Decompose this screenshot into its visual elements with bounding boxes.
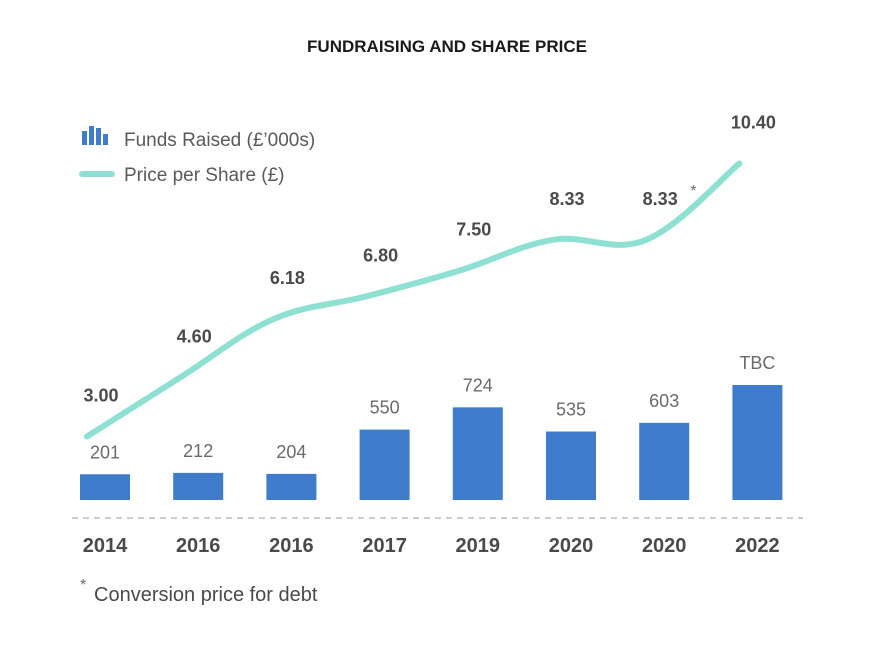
bar-chart-icon	[82, 126, 108, 145]
price-value-label: 3.00	[83, 386, 118, 406]
bar-value-label: 724	[463, 375, 493, 395]
x-tick-label: 2020	[642, 535, 687, 557]
price-labels: 3.00 4.60 6.18 6.80 7.50 8.33 8.33 10.40 *	[83, 112, 775, 405]
bar	[266, 473, 317, 500]
price-value-label: 8.33	[643, 189, 678, 209]
legend-label-funds: Funds Raised (£’000s)	[124, 130, 315, 151]
bar-labels: 201 212 204 550 724 535 603 TBC	[90, 353, 775, 462]
bar-chart-icon-bar	[82, 131, 87, 145]
price-value-label: 10.40	[731, 112, 776, 132]
x-tick-label: 2019	[456, 535, 501, 557]
legend-item-funds: Funds Raised (£’000s)	[82, 126, 315, 151]
bars	[80, 385, 783, 500]
bar	[732, 385, 783, 500]
bar-value-label: 603	[649, 391, 679, 411]
bar-chart-icon-bar	[89, 126, 94, 145]
bar-value-label: TBC	[739, 353, 775, 373]
legend: Funds Raised (£’000s) Price per Share (£…	[79, 126, 315, 186]
footnote-asterisk: *	[80, 577, 86, 594]
legend-label-price: Price per Share (£)	[124, 165, 285, 186]
x-axis-labels: 2014 2016 2016 2017 2019 2020 2020 2022	[83, 535, 780, 557]
bar-value-label: 550	[370, 398, 400, 418]
bar	[173, 472, 224, 500]
footnote-text: Conversion price for debt	[94, 584, 318, 606]
price-value-label: 6.18	[270, 268, 305, 288]
bar-chart-icon-bar	[96, 128, 101, 145]
bar	[546, 431, 596, 500]
bar-value-label: 201	[90, 442, 120, 462]
legend-item-price: Price per Share (£)	[79, 165, 285, 186]
bar	[80, 474, 130, 500]
price-value-label: 7.50	[456, 219, 491, 239]
x-tick-label: 2014	[83, 535, 128, 557]
chart-title: FUNDRAISING AND SHARE PRICE	[307, 37, 587, 56]
bar	[639, 422, 690, 500]
price-value-label: 8.33	[549, 189, 584, 209]
x-tick-label: 2022	[735, 535, 780, 557]
bar	[359, 429, 410, 500]
bar-value-label: 535	[556, 400, 586, 420]
x-tick-label: 2020	[549, 535, 594, 557]
x-tick-label: 2016	[176, 535, 221, 557]
bar-value-label: 212	[183, 441, 213, 461]
x-tick-label: 2016	[269, 535, 314, 557]
price-line	[84, 160, 743, 440]
x-tick-label: 2017	[362, 535, 407, 557]
price-value-label: 4.60	[177, 326, 212, 346]
bar	[452, 407, 503, 500]
price-value-label: 6.80	[363, 245, 398, 265]
bar-chart-icon-bar	[103, 134, 108, 145]
footnote: * Conversion price for debt	[80, 577, 318, 606]
annotation-asterisk: *	[690, 183, 696, 200]
bar-value-label: 204	[276, 442, 306, 462]
